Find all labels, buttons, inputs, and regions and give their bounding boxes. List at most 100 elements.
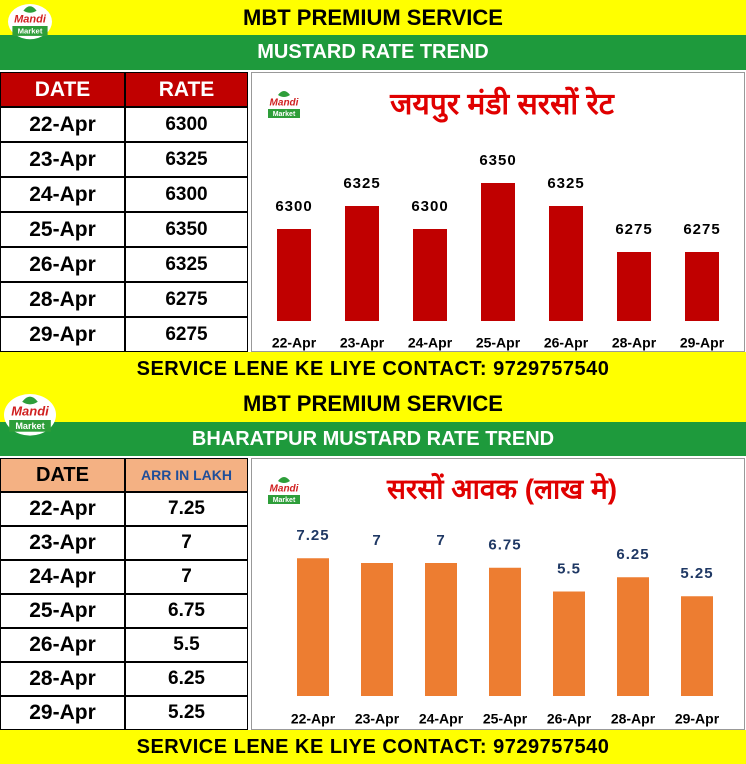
bar (297, 558, 329, 696)
value-label: 6350 (479, 152, 516, 169)
logo-band (268, 495, 300, 504)
subheader: BHARATPUR MUSTARD RATE TREND (0, 422, 746, 456)
table-date: 23-Apr (0, 526, 125, 560)
table-header: DATE (0, 72, 125, 107)
footer: SERVICE LENE KE LIYE CONTACT: 9729757540 (0, 352, 746, 386)
value-label: 6325 (343, 175, 380, 192)
x-tick-label: 23-Apr (355, 711, 400, 727)
table-value: 5.25 (125, 696, 248, 730)
table-value: 6.25 (125, 662, 248, 696)
x-tick-label: 28-Apr (611, 711, 656, 727)
bar (413, 229, 447, 321)
logo-band (12, 26, 48, 36)
x-tick-label: 22-Apr (272, 335, 317, 351)
value-label: 6275 (615, 221, 652, 238)
x-tick-label: 26-Apr (547, 711, 592, 727)
logo-top: Mandi (270, 98, 299, 109)
value-label: 5.25 (680, 565, 713, 582)
chart: Mandi Market जयपुर मंडी सरसों रेट 6300 22-Ap… (251, 72, 745, 352)
table-date: 24-Apr (0, 560, 125, 594)
bar (685, 252, 719, 321)
x-tick-label: 29-Apr (675, 711, 720, 727)
bar (617, 577, 649, 696)
value-label: 6.75 (488, 537, 521, 554)
x-tick-label: 25-Apr (476, 335, 521, 351)
table-date: 28-Apr (0, 662, 125, 696)
table-value: 6325 (125, 247, 248, 282)
x-tick-label: 28-Apr (612, 335, 657, 351)
bar (345, 206, 379, 321)
table-value: 7.25 (125, 492, 248, 526)
header: MBT PREMIUM SERVICE (0, 0, 746, 35)
table-value: 7 (125, 560, 248, 594)
bar (481, 183, 515, 321)
table-date: 22-Apr (0, 107, 125, 142)
x-tick-label: 29-Apr (680, 335, 725, 351)
logo-leaf (278, 91, 290, 97)
table-date: 25-Apr (0, 594, 125, 628)
logo-bottom: Market (273, 111, 296, 118)
logo-bottom: Market (18, 27, 43, 36)
table-header: DATE (0, 458, 125, 492)
logo-band (9, 420, 51, 432)
table-value: 6300 (125, 177, 248, 212)
table-date: 26-Apr (0, 247, 125, 282)
logo-bottom: Market (15, 421, 44, 431)
table-date: 22-Apr (0, 492, 125, 526)
logo-leaf (23, 6, 37, 13)
header-logo: Mandi Market (8, 4, 52, 40)
value-label: 5.5 (557, 560, 581, 577)
logo-top: Mandi (11, 404, 49, 419)
table-value: 6.75 (125, 594, 248, 628)
value-label: 6300 (411, 198, 448, 215)
value-label: 6300 (275, 198, 312, 215)
table-value: 6300 (125, 107, 248, 142)
logo-leaf (22, 396, 38, 405)
logo: Mandi Market (8, 4, 52, 40)
x-tick-label: 25-Apr (483, 711, 528, 727)
table-value: 5.5 (125, 628, 248, 662)
footer: SERVICE LENE KE LIYE CONTACT: 9729757540 (0, 730, 746, 764)
value-label: 7 (372, 532, 381, 549)
x-tick-label: 23-Apr (340, 335, 385, 351)
header: MBT PREMIUM SERVICE (0, 386, 746, 422)
value-label: 6325 (547, 175, 584, 192)
table-date: 25-Apr (0, 212, 125, 247)
bar (277, 229, 311, 321)
chart-title: सरसों आवक (लाख मे) (386, 472, 617, 504)
x-tick-label: 26-Apr (544, 335, 589, 351)
chart: Mandi Market सरसों आवक (लाख मे) 7.25 22-Apr 7… (251, 458, 745, 730)
logo: Mandi Market (264, 89, 304, 121)
x-tick-label: 22-Apr (291, 711, 336, 727)
table-value: 6275 (125, 282, 248, 317)
bar (361, 563, 393, 696)
logo-top: Mandi (270, 484, 299, 495)
logo-band (268, 109, 300, 118)
logo-leaf (278, 477, 290, 483)
table-header: RATE (125, 72, 248, 107)
table-date: 23-Apr (0, 142, 125, 177)
value-label: 6275 (683, 221, 720, 238)
table-date: 28-Apr (0, 282, 125, 317)
header-logo: Mandi Market (4, 394, 56, 436)
x-tick-label: 24-Apr (419, 711, 464, 727)
table-value: 6275 (125, 317, 248, 352)
logo-bottom: Market (273, 497, 296, 504)
bar (681, 596, 713, 696)
table-value: 7 (125, 526, 248, 560)
logo: Mandi Market (264, 475, 304, 507)
value-label: 7 (436, 532, 445, 549)
table-value: 6325 (125, 142, 248, 177)
bar (617, 252, 651, 321)
table-date: 29-Apr (0, 317, 125, 352)
table-date: 26-Apr (0, 628, 125, 662)
bar (549, 206, 583, 321)
table-header: ARR IN LAKH (125, 458, 248, 492)
table-date: 29-Apr (0, 696, 125, 730)
table-date: 24-Apr (0, 177, 125, 212)
logo-top: Mandi (14, 13, 47, 25)
x-tick-label: 24-Apr (408, 335, 453, 351)
bar (553, 591, 585, 696)
chart-title: जयपुर मंडी सरसों रेट (389, 86, 616, 123)
